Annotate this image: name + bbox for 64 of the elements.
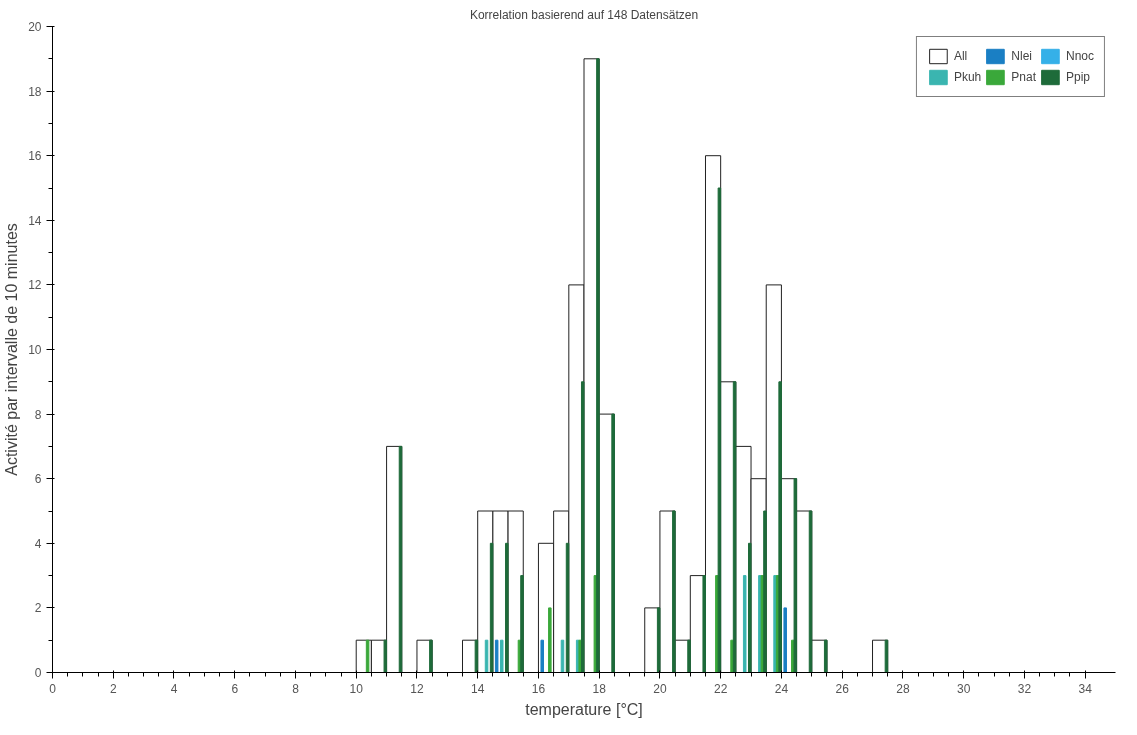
- bar: [520, 575, 524, 673]
- bar: [656, 607, 661, 673]
- x-tick-label: 14: [471, 681, 485, 696]
- chart-title: Korrelation basierend auf 148 Datensätzen: [469, 7, 699, 22]
- y-tick-label: 4: [34, 536, 42, 551]
- bar: [672, 510, 676, 673]
- y-tick-label: 0: [34, 666, 42, 680]
- bar: [499, 639, 504, 673]
- x-tick-label: 32: [1017, 681, 1032, 696]
- x-tick-label: 30: [956, 681, 971, 696]
- x-tick-label: 28: [896, 681, 910, 696]
- bar: [702, 575, 706, 673]
- legend-label: Nlei: [1011, 49, 1032, 63]
- x-tick-label: 18: [592, 681, 607, 696]
- legend-label: Pkuh: [953, 70, 982, 84]
- bar: [383, 639, 388, 673]
- bar: [732, 381, 737, 673]
- bar: [793, 478, 798, 673]
- legend-label: Nnoc: [1065, 49, 1094, 63]
- y-tick-label: 6: [34, 472, 42, 487]
- bar: [783, 607, 787, 673]
- x-tick-label: 16: [531, 681, 546, 696]
- bar: [365, 639, 370, 673]
- x-tick-label: 22: [714, 681, 728, 696]
- x-tick-label: 6: [231, 681, 239, 696]
- legend-label: All: [953, 49, 969, 63]
- bar: [717, 187, 722, 673]
- x-tick-label: 4: [170, 681, 178, 696]
- y-tick-label: 12: [28, 278, 42, 293]
- bar: [778, 381, 782, 673]
- bar: [596, 58, 600, 673]
- x-axis-title: temperature [°C]: [525, 700, 643, 718]
- x-tick-label: 20: [653, 681, 667, 696]
- bar: [429, 639, 433, 673]
- y-tick-label: 2: [34, 601, 42, 616]
- y-tick-label: 10: [28, 343, 42, 357]
- bar: [687, 639, 691, 673]
- bar: [548, 607, 552, 673]
- y-tick-label: 18: [28, 84, 42, 99]
- x-tick-label: 24: [774, 681, 789, 696]
- x-tick-label: 0: [49, 681, 57, 696]
- bar: [494, 639, 499, 673]
- y-tick-label: 20: [28, 20, 42, 34]
- x-tick-label: 8: [292, 681, 300, 696]
- bar: [763, 510, 767, 673]
- bar: [611, 413, 615, 673]
- y-tick-label: 14: [28, 213, 42, 228]
- x-tick-label: 12: [410, 681, 424, 696]
- x-tick-label: 26: [835, 681, 850, 696]
- y-axis-title: Activité par intervalle de 10 minutes: [3, 223, 21, 476]
- x-tick-label: 10: [349, 681, 364, 696]
- bar: [505, 542, 509, 673]
- x-tick-label: 2: [109, 681, 117, 696]
- bar: [540, 639, 544, 673]
- bar: [748, 542, 752, 673]
- bar: [580, 381, 585, 673]
- bar: [823, 639, 828, 673]
- y-tick-label: 8: [34, 407, 42, 422]
- legend-label: Ppip: [1065, 70, 1091, 84]
- y-tick-label: 16: [28, 149, 42, 164]
- bar: [489, 542, 494, 673]
- legend-label: Pnat: [1011, 70, 1036, 84]
- bar: [742, 575, 747, 673]
- x-tick-label: 34: [1078, 681, 1093, 696]
